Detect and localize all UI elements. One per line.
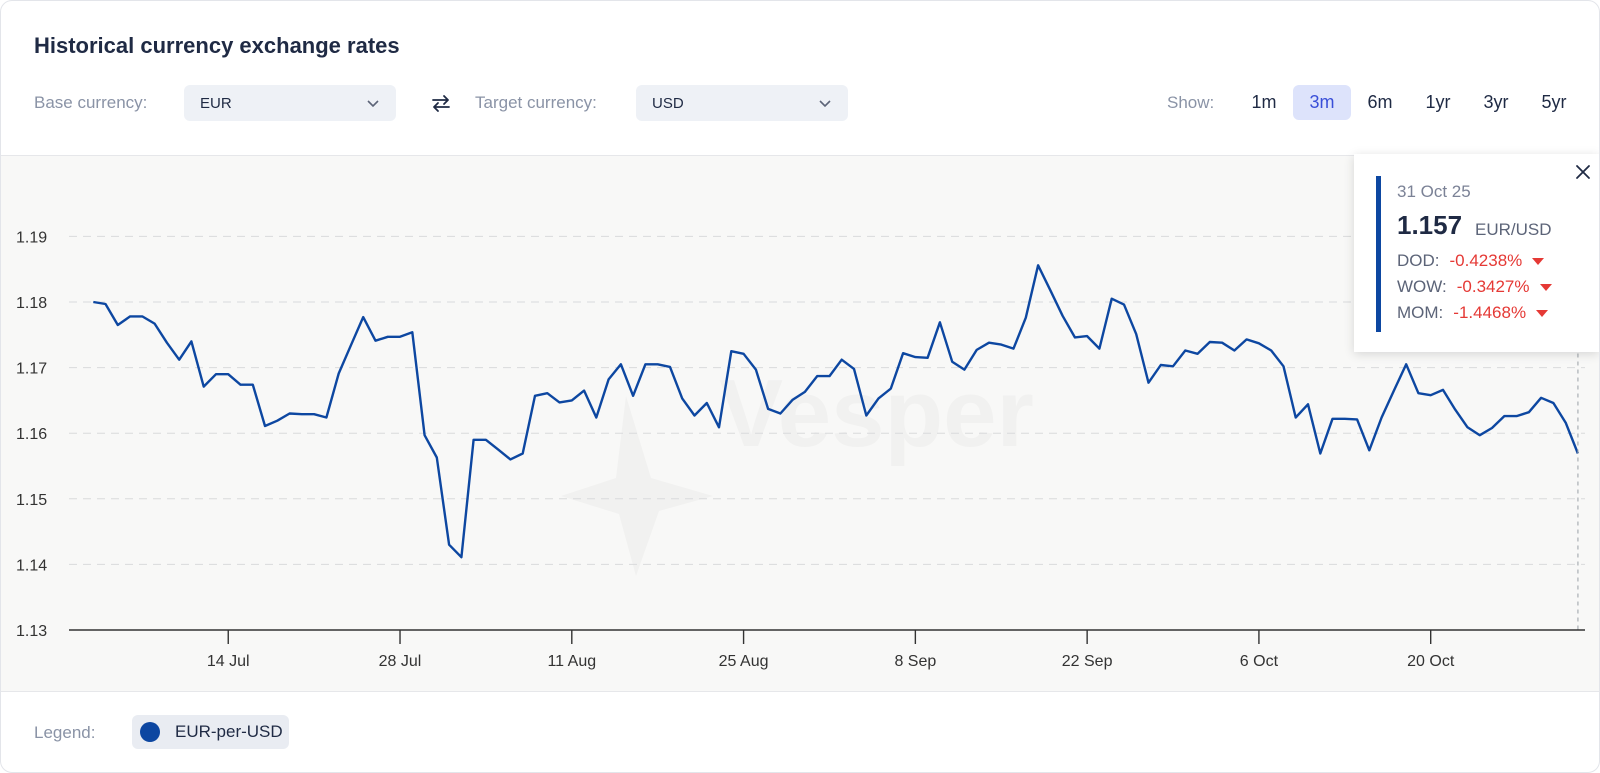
- show-label: Show:: [1167, 93, 1215, 112]
- x-tick-label: 11 Aug: [547, 653, 596, 670]
- legend-swatch: [140, 722, 160, 742]
- tooltip-row-label: DOD:: [1397, 251, 1440, 270]
- base-currency-select[interactable]: EUR: [184, 85, 396, 121]
- page-title: Historical currency exchange rates: [34, 33, 400, 58]
- x-tick-label: 6 Oct: [1240, 653, 1279, 670]
- period-1m[interactable]: 1m: [1251, 92, 1277, 112]
- y-tick-label: 1.18: [16, 295, 47, 312]
- period-3m[interactable]: 3m: [1293, 85, 1351, 120]
- x-tick-label: 14 Jul: [207, 653, 250, 670]
- legend-series-name: EUR-per-USD: [175, 722, 283, 741]
- svg-text:Vesper: Vesper: [719, 360, 1034, 467]
- y-tick-label: 1.13: [16, 623, 47, 640]
- period-6m[interactable]: 6m: [1367, 92, 1393, 112]
- tooltip-accent-bar: [1376, 176, 1381, 332]
- period-3yr[interactable]: 3yr: [1483, 92, 1509, 112]
- tooltip-date: 31 Oct 25: [1397, 182, 1471, 201]
- tooltip-row-mom: MOM: -1.4468%: [1397, 303, 1549, 323]
- tooltip-pair: EUR/USD: [1475, 220, 1552, 239]
- tooltip-row-label: MOM:: [1397, 303, 1444, 322]
- x-tick-label: 28 Jul: [379, 653, 422, 670]
- y-tick-label: 1.14: [16, 557, 47, 574]
- swap-icon[interactable]: [429, 91, 453, 115]
- legend-item-eur-per-usd[interactable]: EUR-per-USD: [132, 715, 289, 749]
- series-line-eur-per-usd[interactable]: [93, 264, 1580, 559]
- tooltip-row-value: -1.4468%: [1453, 303, 1527, 322]
- chevron-down-icon: [367, 100, 379, 108]
- chevron-down-icon: [819, 100, 831, 108]
- down-triangle-icon: [1539, 283, 1552, 291]
- x-tick-label: 20 Oct: [1407, 653, 1455, 670]
- base-currency-label: Base currency:: [34, 93, 148, 112]
- tooltip-row-value: -0.4238%: [1449, 251, 1523, 270]
- down-triangle-icon: [1532, 257, 1545, 265]
- legend-label: Legend:: [34, 723, 96, 742]
- target-currency-select[interactable]: USD: [636, 85, 848, 121]
- tooltip-row-value: -0.3427%: [1456, 277, 1530, 296]
- watermark-logo: Vesper: [561, 360, 1034, 576]
- y-tick-label: 1.19: [16, 229, 47, 246]
- tooltip-value: 1.157: [1397, 210, 1463, 240]
- line-chart[interactable]: Vesper 1.13 1.14 1.15 1.16 1.17 1.18 1.19 14 J…: [1, 156, 1600, 691]
- target-currency-value: USD: [652, 94, 684, 112]
- period-selector: 1m 3m 6m 1yr 3yr 5yr: [1235, 85, 1583, 120]
- tooltip-row-label: WOW:: [1397, 277, 1447, 296]
- x-tick-label: 22 Sep: [1062, 653, 1113, 670]
- tooltip-row-wow: WOW: -0.3427%: [1397, 277, 1552, 297]
- period-5yr[interactable]: 5yr: [1541, 92, 1567, 112]
- y-tick-label: 1.17: [16, 361, 47, 378]
- down-triangle-icon: [1536, 309, 1549, 317]
- close-icon[interactable]: [1573, 162, 1593, 182]
- x-tick-label: 8 Sep: [894, 653, 936, 670]
- y-tick-label: 1.16: [16, 426, 47, 443]
- data-tooltip: 31 Oct 25 1.157 EUR/USD DOD: -0.4238% WO…: [1354, 154, 1599, 352]
- period-1yr[interactable]: 1yr: [1425, 92, 1451, 112]
- y-tick-label: 1.15: [16, 492, 47, 509]
- plot-area[interactable]: Vesper 1.13 1.14 1.15 1.16 1.17 1.18 1.19 14 J…: [1, 155, 1600, 692]
- base-currency-value: EUR: [200, 94, 232, 112]
- tooltip-row-dod: DOD: -0.4238%: [1397, 251, 1545, 271]
- x-tick-label: 25 Aug: [719, 653, 769, 670]
- target-currency-label: Target currency:: [475, 93, 597, 112]
